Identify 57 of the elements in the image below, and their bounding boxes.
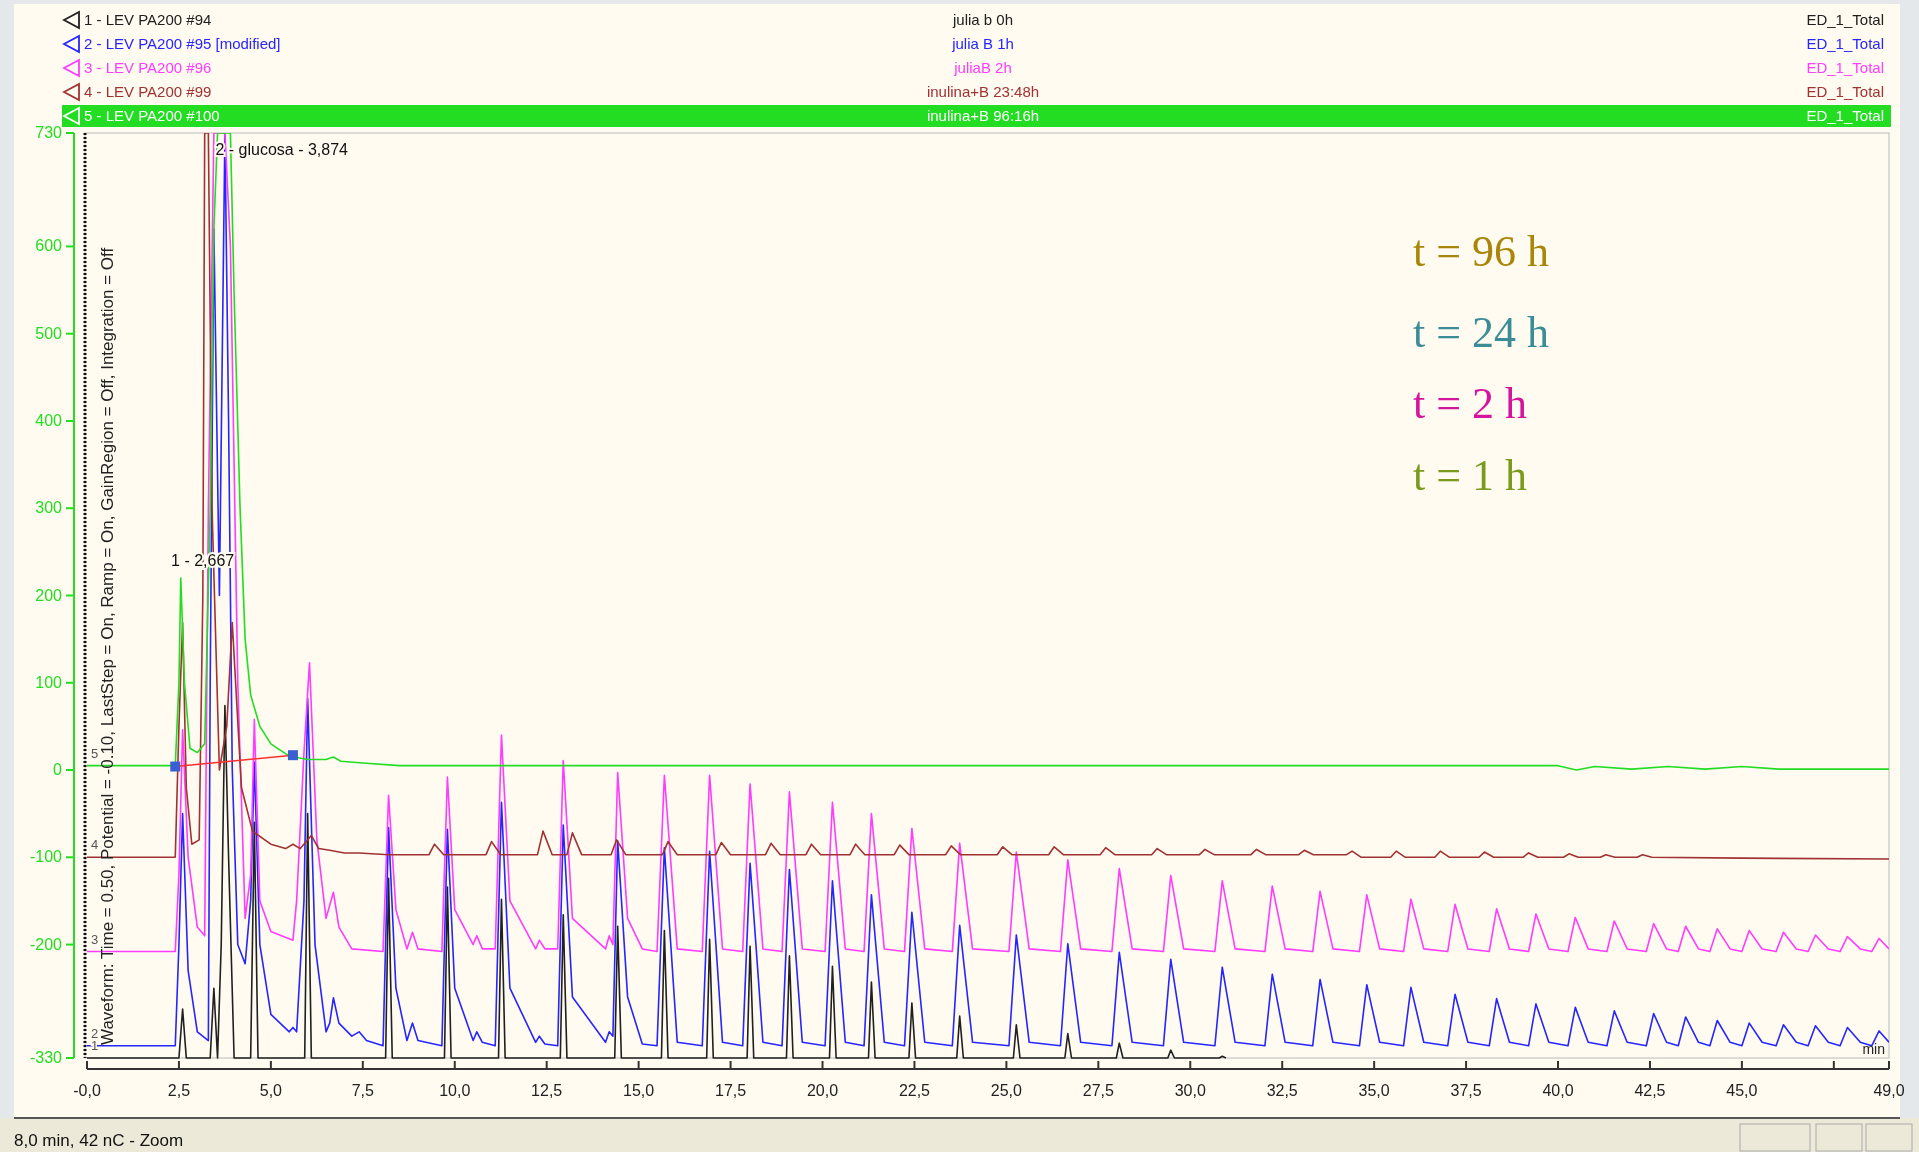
- x-tick-label: 22,5: [898, 1082, 931, 1099]
- y-tick-label: -330: [29, 1049, 63, 1066]
- annotation: 4: [91, 837, 99, 853]
- x-tick-label: 5,0: [259, 1082, 283, 1099]
- x-tick-label: 25,0: [990, 1082, 1023, 1099]
- y-tick-label: 0: [53, 761, 63, 779]
- annotation: t = 1 h: [1413, 451, 1528, 500]
- legend-label: 2 - LEV PA200 #95 [modified]: [84, 35, 281, 52]
- annotation: Waveform: Time = 0.50, Potential = -0.10, LastStep = On, Ramp = On, GainRegion = Off, Integration = Off: [98, 247, 117, 1045]
- x-tick-label: 7,5: [351, 1082, 375, 1099]
- text: ED_1_Total: [1806, 11, 1884, 28]
- annotation: 5: [91, 745, 99, 761]
- y-tick-label: 100: [35, 673, 63, 691]
- annotation: 3: [91, 931, 99, 947]
- legend-label: 5 - LEV PA200 #100: [84, 107, 220, 124]
- y-tick-label: -200: [29, 935, 63, 953]
- text: ED_1_Total: [1806, 35, 1884, 52]
- x-tick-label: -0,0: [73, 1082, 101, 1099]
- x-tick-label: 45,0: [1726, 1082, 1758, 1099]
- annotation: t = 96 h: [1413, 227, 1550, 276]
- text: ED_1_Total: [1806, 59, 1884, 76]
- x-tick-label: 35,0: [1358, 1082, 1390, 1099]
- x-tick-label: 30,0: [1174, 1082, 1206, 1099]
- text: ED_1_Total: [1806, 107, 1884, 124]
- y-tick-label: 400: [35, 411, 63, 429]
- annotation: t = 2 h: [1413, 379, 1528, 428]
- annotation: t = 24 h: [1413, 308, 1550, 357]
- y-tick-label: 200: [35, 586, 63, 604]
- y-tick-label: 730: [35, 124, 63, 141]
- x-tick-label: 12,5: [531, 1082, 563, 1099]
- text: julia b 0h: [951, 11, 1014, 28]
- x-tick-label: 42,5: [1634, 1082, 1666, 1099]
- y-tick-label: -100: [29, 848, 63, 866]
- x-tick-label: 37,5: [1450, 1082, 1482, 1099]
- annotation: 2: [91, 1025, 99, 1041]
- legend-label: 4 - LEV PA200 #99: [84, 83, 212, 100]
- y-tick-label: 300: [35, 499, 63, 517]
- text: ED_1_Total: [1806, 83, 1884, 100]
- legend-label: 1 - LEV PA200 #94: [84, 11, 212, 28]
- text: juliaB 2h: [953, 59, 1012, 76]
- y-tick-label: 600: [35, 237, 63, 255]
- x-tick-label: 20,0: [806, 1082, 839, 1099]
- x-tick-label: 2,5: [167, 1082, 191, 1099]
- x-tick-label: 27,5: [1082, 1082, 1114, 1099]
- x-tick-label: 49,0: [1873, 1082, 1905, 1099]
- x-tick-label: 10,0: [439, 1082, 471, 1099]
- text: 8,0 min, 42 nC - Zoom: [14, 1131, 184, 1150]
- legend-label: 3 - LEV PA200 #96: [84, 59, 212, 76]
- x-tick-label: 15,0: [623, 1082, 655, 1099]
- text: inulina+B 96:16h: [926, 107, 1040, 124]
- y-tick-label: 500: [35, 324, 63, 342]
- x-tick-label: 32,5: [1266, 1082, 1298, 1099]
- x-tick-label: 17,5: [715, 1082, 747, 1099]
- text: julia B 1h: [951, 35, 1014, 52]
- text: inulina+B 23:48h: [926, 83, 1040, 100]
- x-tick-label: 40,0: [1542, 1082, 1574, 1099]
- x-axis-title: min: [1862, 1041, 1885, 1057]
